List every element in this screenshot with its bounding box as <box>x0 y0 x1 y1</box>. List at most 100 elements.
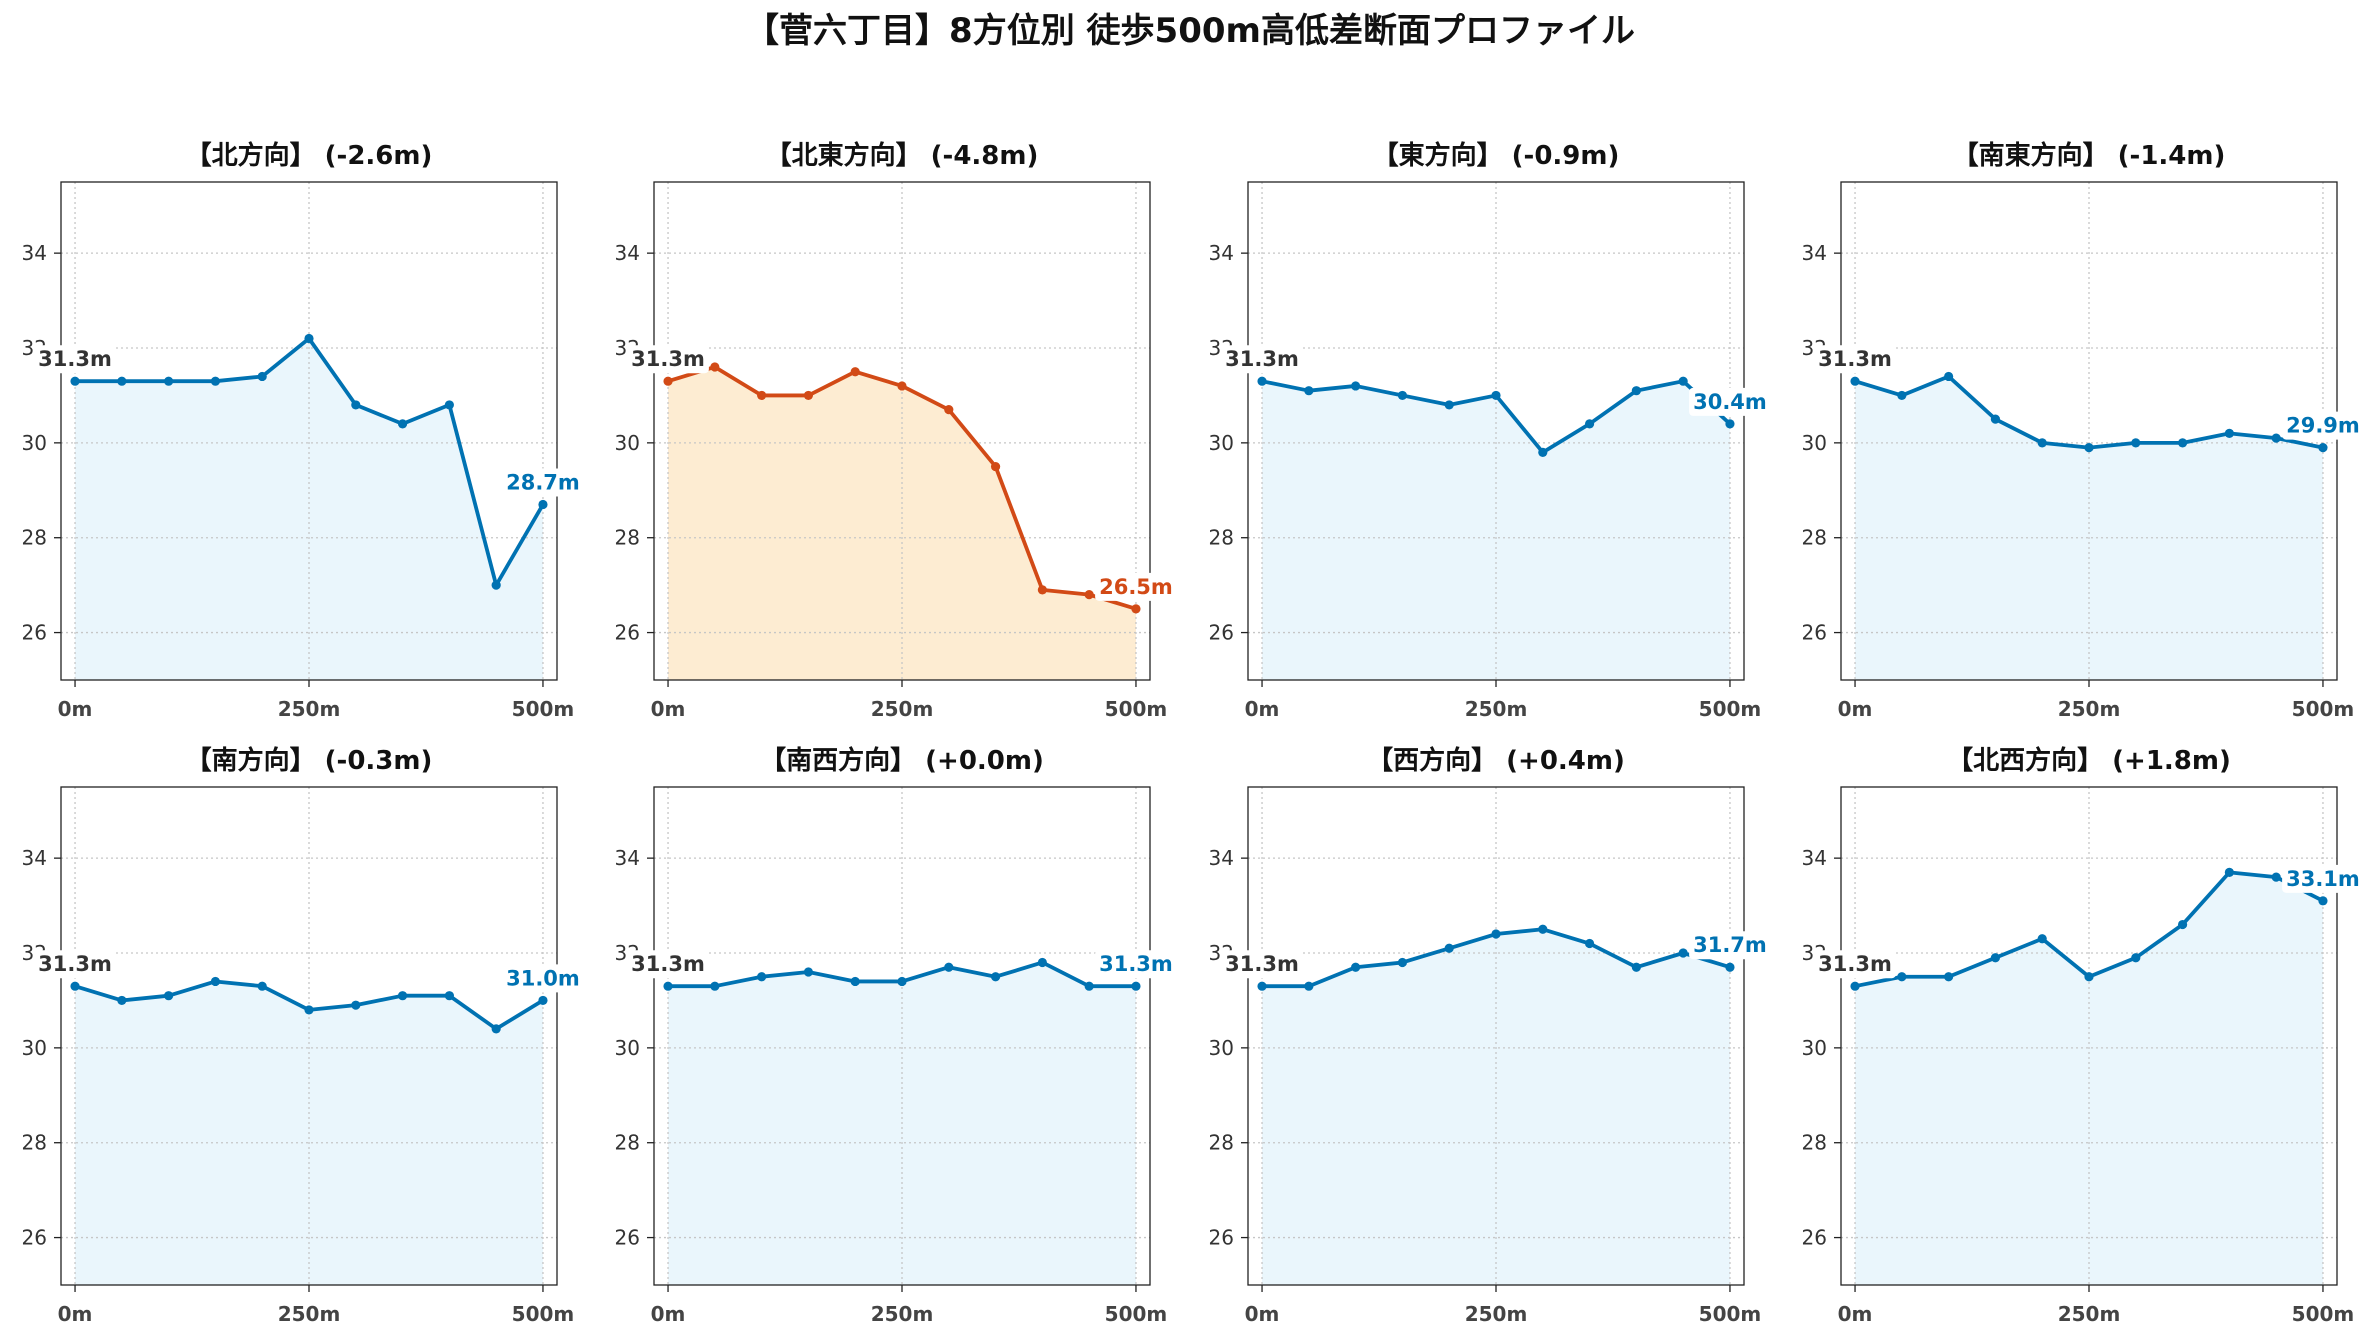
y-tick-label: 26 <box>615 621 640 645</box>
data-point <box>803 967 814 977</box>
data-point <box>1538 924 1548 934</box>
y-tick-label: 30 <box>1802 431 1827 455</box>
data-point <box>304 333 314 344</box>
panel-title: 【南西方向】 (+0.0m) <box>760 745 1044 776</box>
data-point <box>2271 433 2281 443</box>
data-point <box>757 390 767 401</box>
data-point <box>757 972 767 982</box>
panel-title: 【北西方向】 (+1.8m) <box>1947 745 2231 776</box>
profile-area-fill <box>1262 381 1730 680</box>
data-point <box>2177 919 2188 930</box>
data-point <box>2084 443 2094 453</box>
data-point <box>397 991 408 1001</box>
y-tick-label: 28 <box>1209 1131 1234 1155</box>
x-tick-label: 0m <box>58 697 93 721</box>
end-elevation-label-box <box>502 468 584 497</box>
data-point <box>304 1005 314 1015</box>
data-point <box>2318 443 2328 453</box>
x-tick-label: 0m <box>1838 697 1873 721</box>
x-tick-label: 500m <box>512 1302 575 1326</box>
data-point <box>538 995 548 1006</box>
data-point <box>70 981 80 991</box>
x-tick-label: 0m <box>58 1302 93 1326</box>
data-point <box>1444 943 1454 953</box>
y-tick-label: 34 <box>1209 846 1234 870</box>
data-point <box>1304 386 1314 396</box>
y-tick-label: 28 <box>1209 526 1234 550</box>
figure-title: 【菅六丁目】8方位別 徒歩500m高低差断面プロファイル <box>745 11 1635 51</box>
data-point <box>1584 938 1595 949</box>
start-elevation-label-box <box>1814 345 1896 374</box>
data-point <box>1444 400 1454 410</box>
data-point <box>803 390 814 401</box>
y-tick-label: 34 <box>1209 241 1234 265</box>
x-tick-label: 500m <box>1699 1302 1762 1326</box>
x-tick-label: 0m <box>1838 1302 1873 1326</box>
data-point <box>990 972 1001 982</box>
start-elevation-label: 31.3m <box>1225 347 1299 371</box>
x-tick-label: 500m <box>1105 697 1168 721</box>
data-point <box>1538 447 1548 457</box>
start-elevation-label-box <box>627 345 709 374</box>
x-tick-label: 250m <box>1465 697 1528 721</box>
data-point <box>1084 981 1094 991</box>
y-tick-label: 30 <box>615 1036 640 1060</box>
data-point <box>1491 390 1501 401</box>
data-point <box>1850 981 1860 991</box>
x-tick-label: 250m <box>871 697 934 721</box>
data-point <box>2177 438 2188 448</box>
end-elevation-label-group: 29.9m <box>2282 411 2364 440</box>
panel-title: 【南東方向】 (-1.4m) <box>1953 140 2226 171</box>
x-tick-label: 500m <box>2292 697 2355 721</box>
start-elevation-label-group: 31.3m <box>34 345 116 374</box>
x-tick-label: 250m <box>2058 1302 2121 1326</box>
y-tick-label: 34 <box>1802 241 1827 265</box>
y-tick-label: 26 <box>1802 621 1827 645</box>
data-point <box>1631 386 1641 396</box>
start-elevation-label-group: 31.3m <box>1221 345 1303 374</box>
y-tick-label: 30 <box>22 431 47 455</box>
y-tick-label: 34 <box>1802 846 1827 870</box>
end-elevation-label: 29.9m <box>2286 414 2360 438</box>
data-point <box>2318 896 2328 906</box>
data-point <box>663 981 673 991</box>
data-point <box>1257 376 1267 386</box>
y-tick-label: 30 <box>1802 1036 1827 1060</box>
data-point <box>1631 962 1641 972</box>
end-elevation-label: 30.4m <box>1693 390 1767 414</box>
data-point <box>710 362 720 372</box>
y-tick-label: 26 <box>1209 621 1234 645</box>
start-elevation-label-group: 31.3m <box>627 950 709 979</box>
data-point <box>1944 972 1954 982</box>
x-tick-label: 0m <box>651 1302 686 1326</box>
x-tick-label: 500m <box>1105 1302 1168 1326</box>
data-point <box>1990 414 2001 424</box>
start-elevation-label: 31.3m <box>1818 952 1892 976</box>
data-point <box>444 991 454 1001</box>
y-tick-label: 28 <box>1802 526 1827 550</box>
data-point <box>1990 953 2001 963</box>
data-point <box>1491 929 1501 939</box>
end-elevation-label-group: 31.0m <box>502 964 584 993</box>
data-point <box>1084 590 1094 600</box>
end-elevation-label-group: 30.4m <box>1689 387 1771 416</box>
y-tick-label: 28 <box>615 1131 640 1155</box>
start-elevation-label-group: 31.3m <box>1221 950 1303 979</box>
y-tick-label: 28 <box>1802 1131 1827 1155</box>
end-elevation-label: 33.1m <box>2286 867 2360 891</box>
data-point <box>210 976 221 987</box>
end-elevation-label-box <box>2282 411 2364 440</box>
data-point <box>117 995 127 1006</box>
end-elevation-label-group: 28.7m <box>502 468 584 497</box>
data-point <box>538 499 548 510</box>
data-point <box>1584 419 1595 429</box>
data-point <box>2131 438 2141 448</box>
start-elevation-label-box <box>34 345 116 374</box>
y-tick-label: 30 <box>22 1036 47 1060</box>
data-point <box>1678 948 1688 958</box>
data-point <box>1304 981 1314 991</box>
y-tick-label: 26 <box>22 1226 47 1250</box>
